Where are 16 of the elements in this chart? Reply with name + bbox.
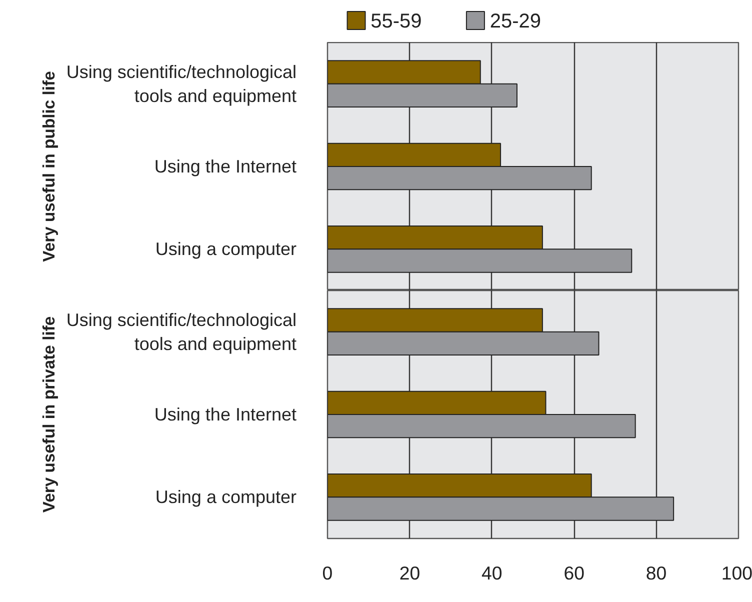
y-tick-label: Using the Internet xyxy=(154,156,297,176)
legend-label: 25-29 xyxy=(490,10,541,32)
y-tick-label: Using the Internet xyxy=(154,404,297,424)
y-axis-title: Very useful in private life xyxy=(39,316,58,513)
x-tick-label: 60 xyxy=(564,562,584,584)
y-tick-label: Using scientific/technological tools and equipment xyxy=(66,62,297,106)
x-tick-label: 0 xyxy=(322,562,333,584)
x-tick-label: 20 xyxy=(399,562,420,584)
y-axis-title: Very useful in public life xyxy=(39,71,58,262)
y-tick-label: Using scientific/technological tools and equipment xyxy=(66,310,297,354)
x-tick-label: 80 xyxy=(646,562,667,584)
x-tick-label: 100 xyxy=(721,562,752,584)
y-tick-label: Using a computer xyxy=(155,239,297,260)
legend-label: 55-59 xyxy=(370,10,422,32)
x-tick-label: 40 xyxy=(482,562,502,584)
y-tick-label: Using a computer xyxy=(155,487,297,508)
